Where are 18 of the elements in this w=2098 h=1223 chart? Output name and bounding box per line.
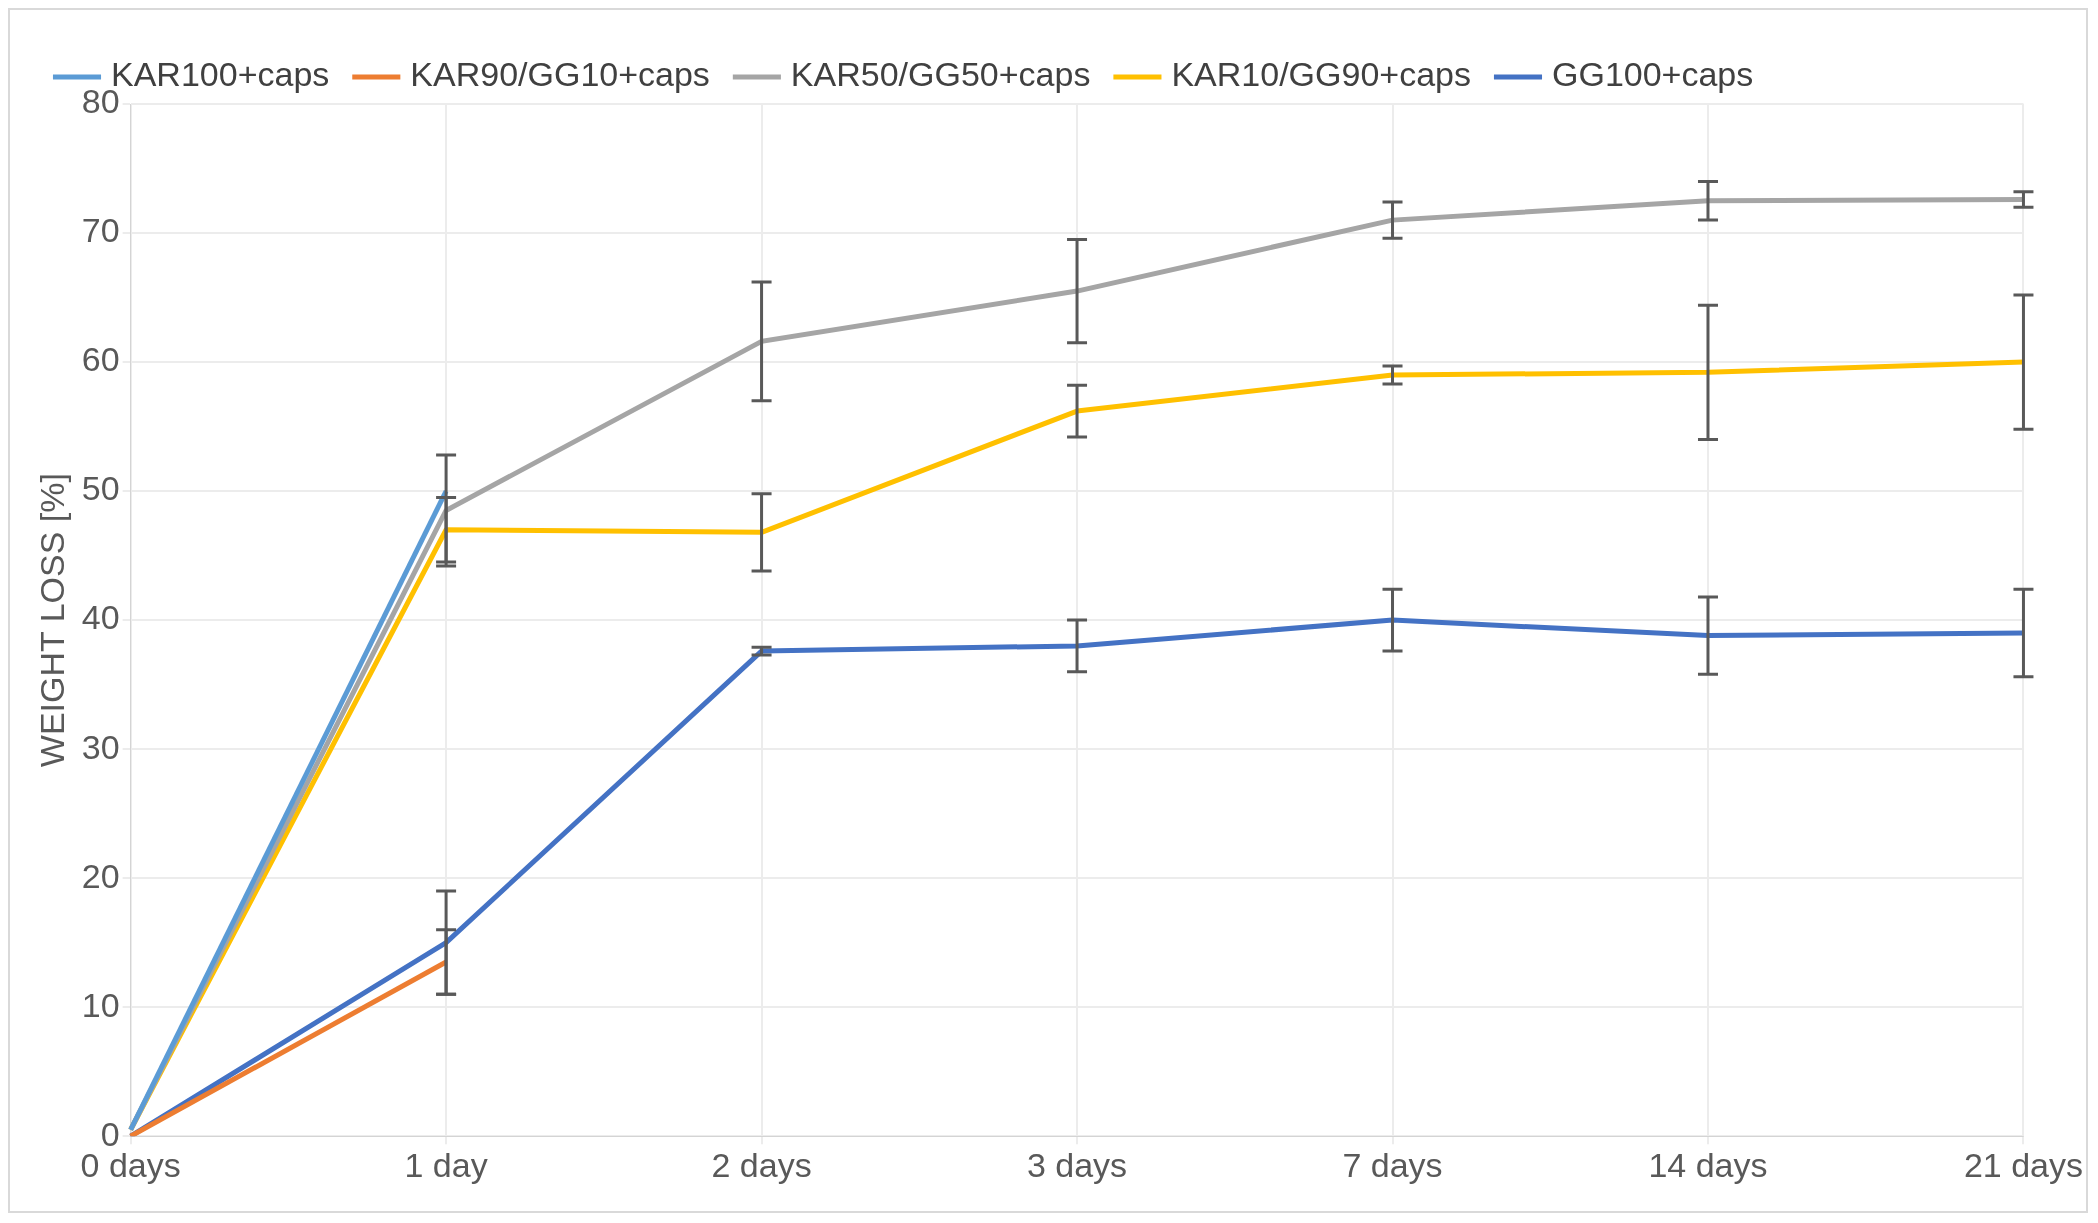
y-axis-title: WEIGHT LOSS [%] — [32, 473, 71, 768]
legend-label: KAR50/GG50+caps — [790, 55, 1091, 94]
y-tick-label: 60 — [81, 340, 120, 379]
y-tick-label: 40 — [81, 598, 120, 637]
y-tick-label: 50 — [81, 469, 120, 508]
x-tick-label: 3 days — [1026, 1145, 1128, 1184]
y-tick-label: 30 — [81, 727, 120, 766]
legend-label: GG100+caps — [1551, 55, 1754, 94]
y-tick-label: 70 — [81, 211, 120, 250]
y-tick-label: 10 — [81, 985, 120, 1024]
legend-label: KAR90/GG10+caps — [410, 55, 710, 94]
x-tick-label: 2 days — [711, 1145, 812, 1184]
x-tick-label: 14 days — [1648, 1145, 1768, 1184]
legend-label: KAR10/GG90+caps — [1171, 55, 1471, 94]
y-tick-label: 20 — [81, 856, 120, 895]
x-tick-label: 21 days — [1963, 1145, 2084, 1184]
x-tick-label: 7 days — [1342, 1145, 1443, 1184]
x-tick-label: 1 day — [404, 1145, 488, 1184]
